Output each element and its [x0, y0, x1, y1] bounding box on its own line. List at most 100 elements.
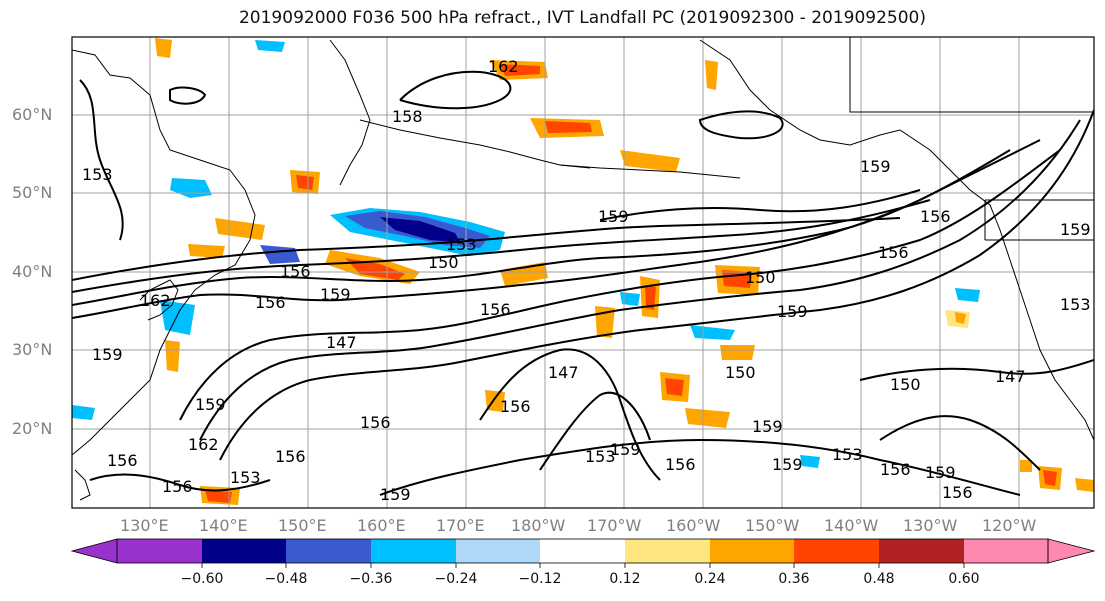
contour-line	[879, 415, 1041, 471]
lon-label: 150°W	[745, 516, 800, 535]
lon-label: 120°W	[982, 516, 1037, 535]
graticule	[72, 37, 1094, 508]
lat-label-50n: 50°N	[12, 183, 53, 202]
positive-patch	[296, 175, 314, 190]
contour-label: 159	[195, 395, 226, 414]
positive-patch	[645, 285, 656, 310]
contour-label: 159	[777, 302, 808, 321]
contour-label: 156	[665, 455, 696, 474]
contour-label: 150	[428, 253, 459, 272]
colorbar-tick-label: −0.60	[180, 571, 224, 587]
colorbar-segment	[879, 539, 964, 563]
positive-patch	[955, 312, 966, 324]
contour-label: 162	[140, 291, 171, 310]
contour-label: 156	[942, 483, 973, 502]
contour-line	[179, 149, 1061, 421]
contour-label: 158	[392, 107, 423, 126]
negative-patch	[170, 178, 212, 198]
coastlines	[72, 37, 1094, 501]
lon-label: 130°E	[120, 516, 169, 535]
positive-patch	[500, 262, 548, 286]
contour-label: 162	[188, 435, 219, 454]
contour-label: 156	[107, 451, 138, 470]
contour-label: 153	[446, 235, 477, 254]
lon-label: 180°W	[511, 516, 566, 535]
contour-label: 156	[360, 413, 391, 432]
colorbar-segment	[286, 539, 371, 563]
lon-label: 150°E	[278, 516, 327, 535]
border-state	[984, 199, 1094, 241]
coastline-taiwan	[74, 469, 91, 501]
colorbar-segment	[794, 539, 879, 563]
negative-patch	[955, 288, 980, 302]
positive-patch	[1075, 478, 1094, 492]
colorbar-segment	[540, 539, 625, 563]
positive-patch	[155, 38, 172, 58]
contour-label: 159	[598, 207, 629, 226]
contour-line	[698, 110, 784, 140]
lon-label: 140°W	[824, 516, 879, 535]
contour-label: 150	[725, 363, 756, 382]
contour-label: 156	[880, 460, 911, 479]
contour-line	[859, 359, 1094, 381]
positive-patch	[665, 378, 684, 396]
contour-label: 159	[380, 485, 411, 504]
contour-label: 156	[280, 262, 311, 281]
coastline-siberia	[359, 119, 591, 169]
contour-label: 159	[320, 285, 351, 304]
negative-patch	[690, 325, 735, 340]
colorbar-tick-label: 0.48	[863, 571, 895, 587]
contour-line	[169, 86, 207, 105]
colorbar-tick-label: −0.36	[349, 571, 393, 587]
contour-line	[72, 139, 1041, 319]
contour-line	[79, 79, 124, 241]
border-usa-canada	[849, 37, 1094, 113]
coastline-aleutians	[559, 164, 741, 179]
lat-label-40n: 40°N	[12, 262, 53, 281]
negative-patch	[380, 217, 460, 242]
contour-label: 156	[275, 447, 306, 466]
negative-patch	[72, 405, 95, 420]
contour-label: 153	[230, 468, 261, 487]
contour-line	[72, 199, 931, 293]
contour-label: 150	[745, 268, 776, 287]
positive-patch	[215, 218, 265, 240]
contour-label: 147	[548, 363, 579, 382]
contour-label: 150	[890, 375, 921, 394]
lon-label: 170°W	[587, 516, 642, 535]
map-title: 2019092000 F036 500 hPa refract., IVT La…	[238, 8, 926, 28]
contour-label: 153	[82, 165, 113, 184]
colorbar-segment	[456, 539, 540, 563]
contour-label: 159	[752, 417, 783, 436]
colorbar-segment	[710, 539, 794, 563]
contour-label: 159	[1060, 220, 1091, 239]
negative-patch	[160, 300, 195, 335]
negative-patch	[255, 40, 285, 52]
contour-label: 156	[162, 477, 193, 496]
contour-label: 159	[92, 345, 123, 364]
lon-label: 130°W	[903, 516, 958, 535]
contours	[72, 70, 1094, 496]
contour-label: 156	[480, 300, 511, 319]
contour-label: 153	[585, 447, 616, 466]
colorbar	[70, 538, 1096, 568]
coastline-kamchatka	[329, 39, 371, 186]
colorbar-frame	[116, 538, 1049, 564]
colorbar-tick-label: −0.48	[264, 571, 308, 587]
contour-label: 147	[995, 367, 1026, 386]
contour-label: 156	[920, 207, 951, 226]
positive-patch	[165, 340, 180, 372]
contour-line	[399, 70, 512, 110]
contour-line	[539, 391, 651, 471]
coastline-japan	[139, 279, 179, 321]
positive-patch	[188, 244, 225, 258]
coastline-asia	[72, 49, 256, 456]
positive-patch	[345, 258, 405, 280]
contour-line	[199, 119, 1081, 441]
contour-line	[379, 438, 1021, 496]
colorbar-tick-label: 0.24	[694, 571, 726, 587]
contour-labels: 162 158 153 159 153 156 150 162 159 156 …	[82, 57, 1091, 504]
contour-label: 159	[925, 463, 956, 482]
contour-label: 159	[610, 440, 641, 459]
